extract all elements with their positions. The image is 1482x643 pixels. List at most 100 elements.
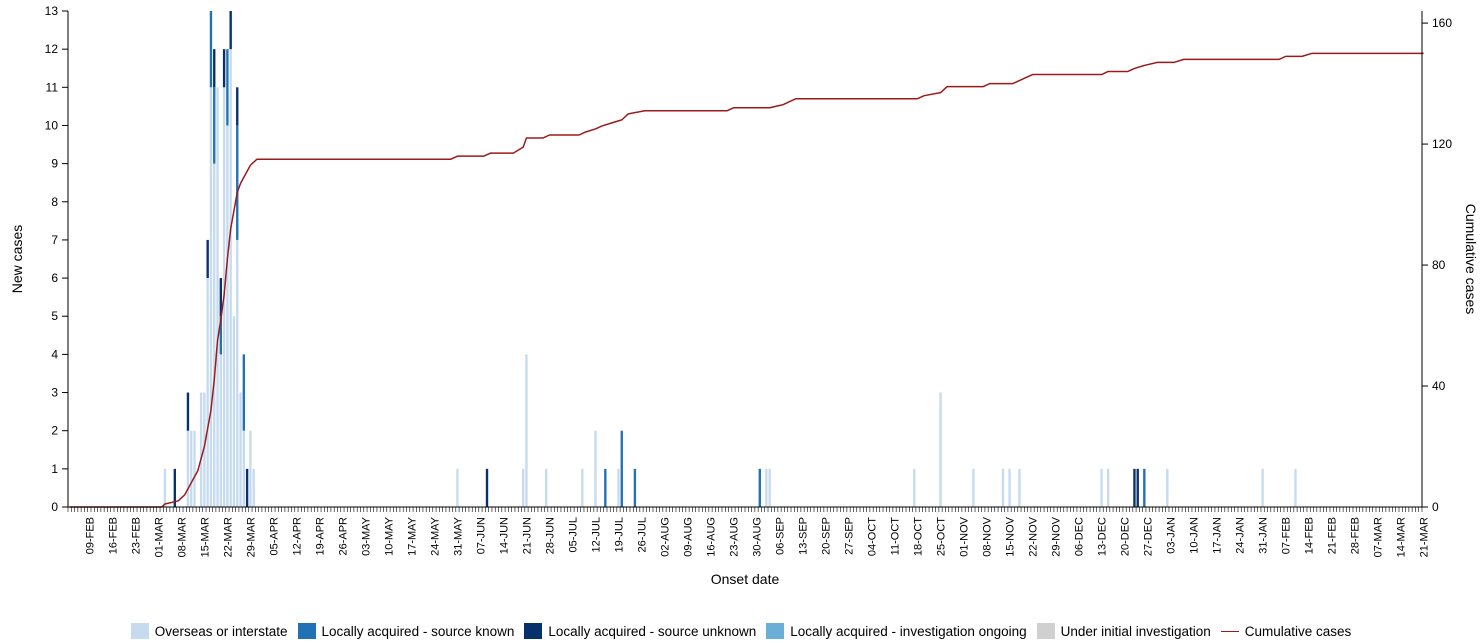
x-tick-label-52: 07-FEB bbox=[1281, 517, 1293, 554]
x-tick-label-13: 10-MAY bbox=[383, 516, 395, 556]
bar-1-0 bbox=[209, 11, 213, 88]
legend-label-0: Overseas or interstate bbox=[154, 623, 288, 639]
bar-0-35 bbox=[1100, 468, 1103, 507]
x-tick-label-6: 22-MAR bbox=[222, 517, 234, 557]
y-tick-label-4: 4 bbox=[51, 347, 58, 361]
x-tick-label-55: 28-FEB bbox=[1350, 517, 1362, 554]
x-tick-label-53: 14-FEB bbox=[1304, 517, 1316, 554]
bar-2-9 bbox=[485, 468, 489, 507]
x-tick-label-9: 12-APR bbox=[291, 517, 303, 556]
x-tick-label-4: 08-MAR bbox=[176, 517, 188, 557]
x-tick-label-3: 01-MAR bbox=[153, 517, 165, 557]
bar-0-33 bbox=[1008, 468, 1011, 507]
x-tick-label-36: 18-OCT bbox=[913, 517, 925, 556]
x-tick-label-11: 26-APR bbox=[337, 517, 349, 556]
x-axis-label: Onset date bbox=[711, 571, 780, 587]
x-tick-label-20: 28-JUN bbox=[544, 517, 556, 554]
x-tick-label-24: 26-JUL bbox=[636, 517, 648, 552]
x-tick-label-54: 21-FEB bbox=[1327, 517, 1339, 554]
bar-0-15 bbox=[236, 239, 239, 508]
x-tick-label-17: 07-JUN bbox=[475, 517, 487, 554]
legend-label-5: Cumulative cases bbox=[1244, 623, 1352, 639]
bar-0-5 bbox=[203, 392, 206, 507]
x-tick-label-18: 14-JUN bbox=[498, 517, 510, 554]
bar-0-3 bbox=[193, 430, 196, 507]
bar-2-2 bbox=[206, 239, 209, 279]
x-tick-label-35: 11-OCT bbox=[890, 517, 902, 556]
x-tick-label-19: 21-JUN bbox=[521, 517, 533, 554]
legend-swatch-5 bbox=[1220, 630, 1239, 632]
legend-swatch-1 bbox=[297, 623, 316, 639]
y-tick-label-0: 0 bbox=[51, 500, 58, 514]
x-tick-label-44: 13-DEC bbox=[1097, 517, 1109, 556]
bar-0-27 bbox=[765, 468, 768, 507]
bar-0-10 bbox=[219, 354, 222, 507]
bars-layer bbox=[163, 11, 1297, 508]
x-tick-label-12: 03-MAY bbox=[360, 516, 372, 556]
bar-0-0 bbox=[163, 468, 167, 507]
x-tick-label-0: 09-FEB bbox=[84, 517, 96, 554]
x-tick-label-10: 19-APR bbox=[314, 517, 326, 556]
bar-0-6 bbox=[206, 278, 209, 507]
x-tick-label-31: 13-SEP bbox=[798, 517, 810, 555]
x-tick-label-46: 27-DEC bbox=[1143, 517, 1155, 556]
y-tick-label-9: 9 bbox=[51, 157, 58, 171]
x-tick-label-15: 24-MAY bbox=[429, 516, 441, 556]
x-tick-label-47: 03-JAN bbox=[1166, 517, 1178, 554]
y-tick-label-1: 1 bbox=[51, 462, 58, 476]
x-tick-label-51: 31-JAN bbox=[1258, 517, 1270, 554]
x-tick-label-22: 12-JUL bbox=[590, 517, 602, 552]
x-tick-label-45: 20-DEC bbox=[1120, 517, 1132, 556]
bar-0-29 bbox=[913, 468, 916, 507]
y-axis-label: New cases bbox=[9, 225, 25, 293]
legend-label-4: Under initial investigation bbox=[1060, 623, 1211, 639]
legend-item-0: Overseas or interstate bbox=[130, 623, 288, 639]
bar-0-39 bbox=[1294, 468, 1297, 507]
bar-1-6 bbox=[604, 468, 607, 507]
x-tick-label-8: 05-APR bbox=[268, 517, 280, 556]
bar-0-13 bbox=[229, 49, 232, 508]
bar-0-16 bbox=[239, 392, 242, 507]
bar-0-24 bbox=[581, 468, 584, 507]
y-tick-label-11: 11 bbox=[46, 80, 59, 94]
legend-item-1: Locally acquired - source known bbox=[297, 623, 514, 639]
bar-0-36 bbox=[1106, 468, 1110, 507]
x-tick-label-23: 19-JUL bbox=[613, 517, 625, 552]
bar-0-8 bbox=[213, 163, 216, 507]
x-tick-label-58: 21-MAR bbox=[1419, 517, 1431, 557]
legend-item-5: Cumulative cases bbox=[1220, 623, 1352, 639]
x-tick-label-27: 16-AUG bbox=[705, 517, 717, 557]
bar-0-19 bbox=[252, 468, 255, 507]
y2-tick-label-4: 160 bbox=[1432, 16, 1452, 30]
bar-1-3 bbox=[226, 49, 229, 126]
legend-swatch-2 bbox=[524, 623, 543, 639]
bar-0-32 bbox=[1001, 468, 1005, 507]
bar-2-3 bbox=[213, 49, 216, 88]
y-tick-label-6: 6 bbox=[51, 271, 58, 285]
bar-2-6 bbox=[229, 11, 232, 50]
bar-0-38 bbox=[1261, 468, 1264, 507]
bar-1-9 bbox=[758, 468, 761, 507]
y-tick-label-2: 2 bbox=[51, 424, 58, 438]
y-tick-label-3: 3 bbox=[51, 386, 58, 400]
bar-0-30 bbox=[939, 392, 942, 507]
x-tick-label-1: 16-FEB bbox=[107, 517, 119, 554]
bar-1-7 bbox=[620, 430, 623, 507]
bar-2-4 bbox=[219, 278, 222, 317]
legend-swatch-0 bbox=[130, 623, 149, 639]
x-tick-label-48: 10-JAN bbox=[1189, 517, 1201, 554]
bar-1-4 bbox=[236, 125, 239, 240]
bar-0-2 bbox=[190, 430, 193, 507]
bar-0-20 bbox=[456, 468, 459, 507]
x-tick-label-26: 09-AUG bbox=[682, 517, 694, 557]
bar-0-25 bbox=[594, 430, 597, 507]
bar-2-7 bbox=[236, 87, 239, 126]
bar-1-8 bbox=[633, 468, 637, 507]
legend-item-2: Locally acquired - source unknown bbox=[524, 623, 756, 639]
bar-0-4 bbox=[199, 392, 203, 507]
x-tick-label-7: 29-MAR bbox=[245, 517, 257, 557]
legend-label-2: Locally acquired - source unknown bbox=[548, 623, 757, 639]
x-tick-label-2: 23-FEB bbox=[130, 517, 142, 554]
x-tick-label-33: 27-SEP bbox=[844, 517, 856, 555]
bar-1-5 bbox=[242, 354, 246, 431]
